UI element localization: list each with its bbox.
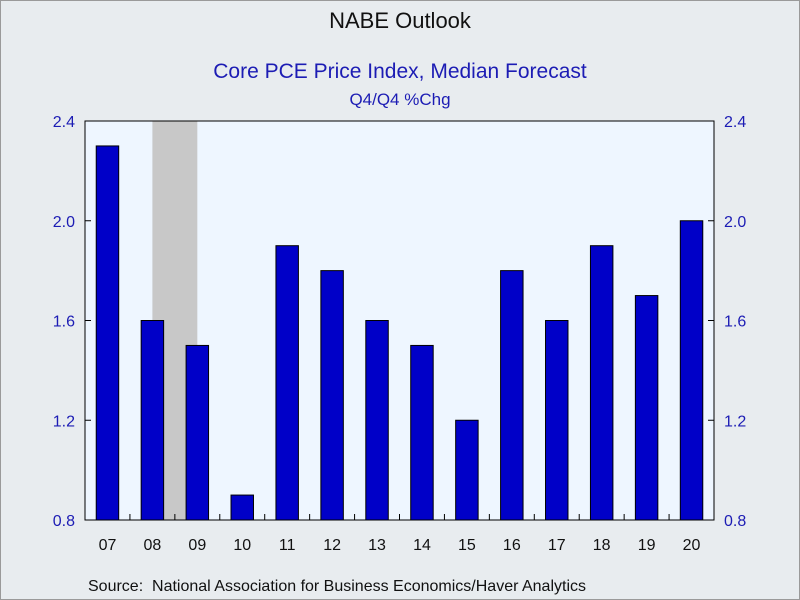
y-tick-label-right: 1.2 [724, 413, 746, 430]
bar-19 [634, 295, 659, 521]
x-tick-label: 15 [458, 537, 476, 554]
bar-07 [95, 145, 120, 521]
source-note: Source: National Association for Busines… [88, 578, 587, 595]
y-tick-label-right: 2.0 [724, 214, 746, 231]
bar-11 [275, 245, 299, 521]
bar-15 [455, 419, 479, 521]
bar-10 [230, 494, 254, 521]
bar-14 [410, 344, 434, 521]
bar-08 [140, 320, 165, 521]
bar-09 [185, 344, 210, 521]
x-tick-label: 09 [188, 537, 206, 554]
x-tick-label: 12 [323, 537, 341, 554]
bar-12 [320, 270, 344, 521]
y-tick-label-left: 1.2 [53, 413, 75, 430]
x-tick-label: 20 [683, 537, 701, 554]
y-tick-label-right: 1.6 [724, 314, 746, 331]
bar-20 [679, 220, 704, 521]
y-tick-label-left: 2.4 [53, 114, 75, 131]
chart-title: NABE Outlook [329, 8, 471, 33]
y-tick-label-left: 2.0 [53, 214, 75, 231]
y-tick-label-left: 1.6 [53, 314, 75, 331]
y-tick-label-right: 2.4 [724, 114, 746, 131]
x-tick-label: 14 [413, 537, 431, 554]
x-tick-label: 07 [99, 537, 117, 554]
bar-16 [500, 270, 524, 521]
x-tick-label: 18 [593, 537, 611, 554]
bar-18 [589, 245, 614, 521]
chart-units-label: Q4/Q4 %Chg [349, 90, 451, 109]
x-tick-label: 16 [503, 537, 521, 554]
x-tick-label: 13 [368, 537, 386, 554]
bar-17 [545, 320, 569, 521]
bar-13 [365, 320, 389, 521]
x-tick-label: 11 [279, 537, 296, 554]
x-tick-label: 10 [233, 537, 251, 554]
x-tick-label: 19 [638, 537, 656, 554]
chart-subtitle: Core PCE Price Index, Median Forecast [213, 60, 587, 83]
x-tick-label: 17 [548, 537, 566, 554]
y-tick-label-left: 0.8 [53, 513, 75, 530]
y-tick-label-right: 0.8 [724, 513, 746, 530]
x-tick-label: 08 [143, 537, 161, 554]
